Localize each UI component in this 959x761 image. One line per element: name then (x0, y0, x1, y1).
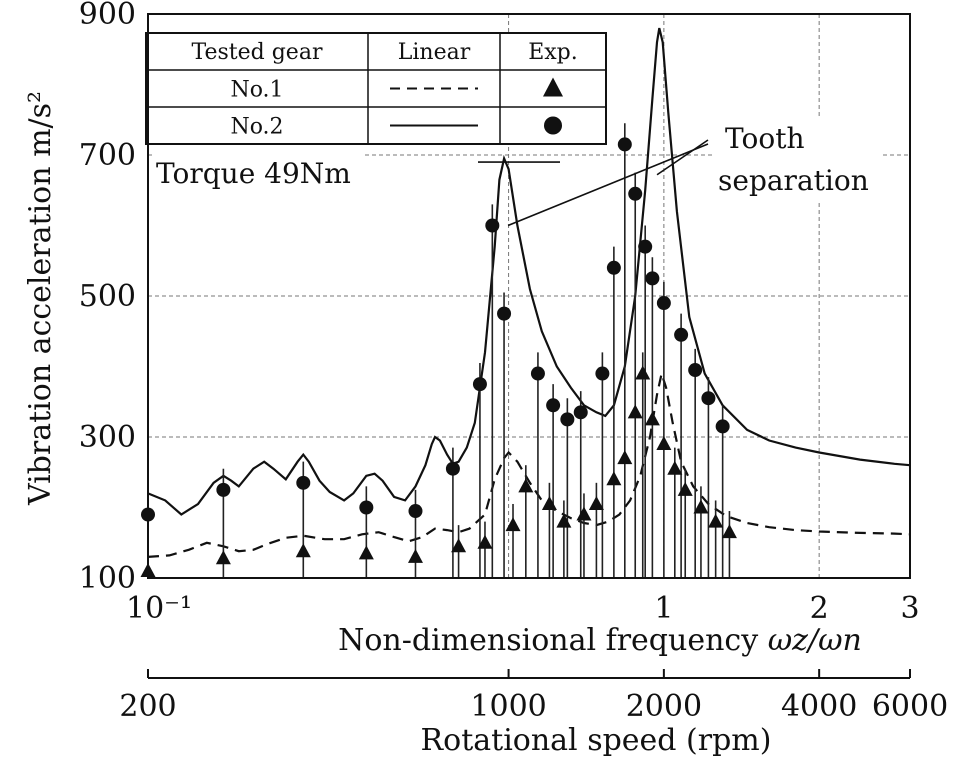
data-point-triangle (477, 534, 493, 549)
marker-layer (140, 123, 737, 578)
data-point-circle (359, 500, 374, 515)
y-tick-label: 500 (79, 279, 136, 314)
tooth-label-bg (712, 118, 880, 200)
data-point-circle (606, 260, 621, 275)
plot-frame (147, 13, 911, 579)
data-point-triangle (693, 499, 709, 514)
data-point-circle (645, 271, 660, 286)
data-point-circle (560, 412, 575, 427)
data-point-circle (296, 475, 311, 490)
rpm-axis: 200 1000 2000 4000 6000 (119, 669, 948, 724)
data-point-circle (472, 377, 487, 392)
x-tick-label: 1 (654, 591, 673, 626)
y-axis-title: Vibration acceleration m/s² (23, 91, 58, 506)
data-point-triangle (677, 481, 693, 496)
data-point-circle (674, 327, 689, 342)
data-point-circle (497, 306, 512, 321)
x-tick-label: 10⁻¹ (126, 591, 192, 626)
rpm-tick-label: 2000 (626, 689, 702, 724)
data-point-triangle (541, 495, 557, 510)
data-point-circle (408, 504, 423, 519)
legend-row-label: No.1 (230, 78, 283, 103)
data-point-circle (573, 405, 588, 420)
rpm-tick-label: 1000 (470, 689, 546, 724)
tooth-label-line1: Tooth (725, 122, 805, 155)
data-point-triangle (721, 524, 737, 539)
data-point-triangle (617, 450, 633, 465)
data-point-triangle (708, 513, 724, 528)
x-tick-label: 2 (810, 591, 829, 626)
data-point-triangle (667, 460, 683, 475)
data-point-triangle (635, 365, 651, 380)
rpm-tick-label: 200 (119, 689, 176, 724)
data-point-circle (485, 218, 500, 233)
data-point-circle (445, 461, 460, 476)
torque-label: Torque 49Nm (156, 157, 351, 190)
y-tick-label: 700 (79, 138, 136, 173)
data-point-triangle (556, 513, 572, 528)
x-axis-title-main: Non-dimensional frequency (338, 623, 768, 658)
legend-header: Tested gear (192, 40, 323, 65)
data-point-circle (656, 296, 671, 311)
y-axis-ticks: 100 300 500 700 900 (79, 0, 136, 596)
series-layer (147, 27, 911, 558)
x-tick-label: 3 (900, 591, 919, 626)
data-point-triangle (588, 495, 604, 510)
legend-marker-triangle (543, 77, 563, 97)
data-point-circle (688, 363, 703, 378)
x-axis-title: Non-dimensional frequency ωz/ωn (338, 623, 862, 658)
data-point-triangle (358, 545, 374, 560)
leader-line-second-peak (656, 139, 709, 176)
data-point-circle (216, 482, 231, 497)
x-axis-ticks: 10⁻¹ 1 2 3 (126, 591, 920, 626)
legend-header: Exp. (528, 40, 578, 65)
data-point-circle (546, 398, 561, 413)
y-tick-label: 900 (79, 0, 136, 32)
data-point-triangle (451, 538, 467, 553)
leader-line-first-peak (507, 143, 709, 227)
data-point-triangle (656, 436, 672, 451)
data-point-triangle (518, 478, 534, 493)
data-point-triangle (606, 471, 622, 486)
data-point-triangle (505, 517, 521, 532)
annotations: Torque 49Nm Tooth separation (152, 118, 880, 227)
legend-marker-circle (544, 116, 562, 135)
rpm-tick-label: 6000 (872, 689, 948, 724)
data-point-triangle (215, 550, 231, 565)
data-point-triangle (407, 548, 423, 563)
y-tick-label: 300 (79, 420, 136, 455)
data-point-triangle (295, 543, 311, 558)
series-line-no2-solid (147, 27, 911, 516)
rpm-axis-title: Rotational speed (rpm) (421, 723, 772, 758)
data-point-triangle (576, 506, 592, 521)
tooth-label-line2: separation (718, 164, 869, 197)
y-tick-label: 100 (79, 561, 136, 596)
data-point-circle (638, 239, 653, 254)
data-point-circle (595, 366, 610, 381)
data-point-triangle (627, 404, 643, 419)
legend-header: Linear (398, 40, 471, 65)
legend-box (145, 32, 607, 145)
rpm-tick-label: 4000 (781, 689, 857, 724)
data-point-circle (701, 391, 716, 406)
x-axis-title-symbol: ωz/ωn (768, 623, 862, 658)
data-point-circle (530, 366, 545, 381)
data-point-triangle (644, 411, 660, 426)
data-point-circle (628, 186, 643, 201)
series-line-no1-dashed (147, 369, 911, 558)
legend-row-label: No.2 (230, 115, 283, 140)
torque-label-bg (152, 152, 364, 190)
legend: Tested gear Linear Exp. No.1 No.2 (145, 32, 607, 145)
data-point-circle (715, 419, 730, 434)
data-point-circle (617, 137, 632, 152)
